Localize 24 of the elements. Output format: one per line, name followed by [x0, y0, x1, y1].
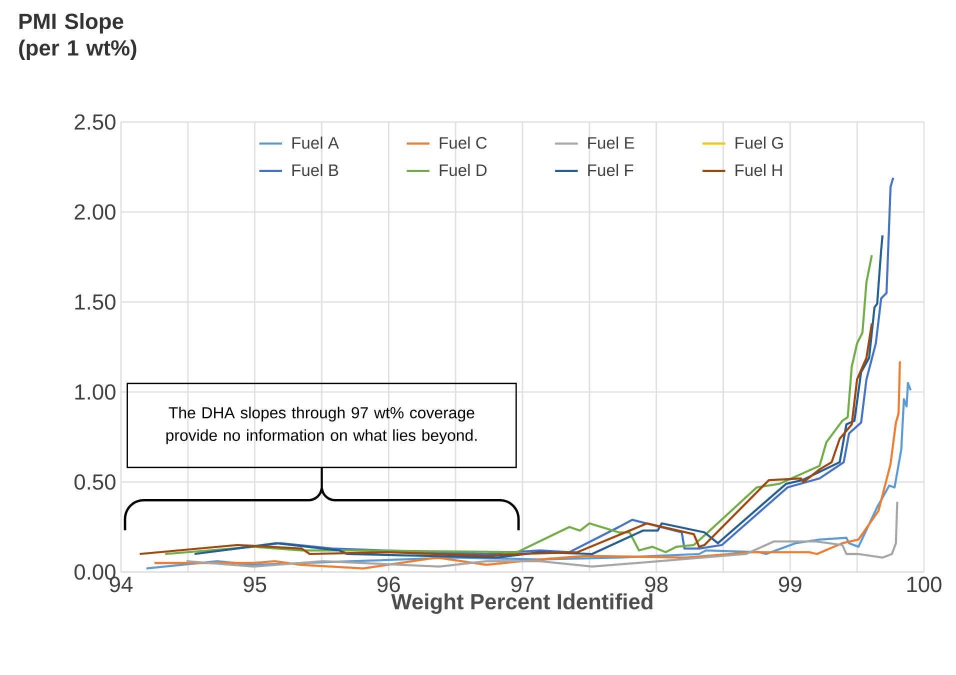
legend-label: Fuel E [588, 136, 634, 149]
legend-label: Fuel A [292, 136, 339, 149]
legend-label: Fuel H [736, 164, 782, 176]
legend-label: Fuel F [588, 164, 634, 176]
x-tick-label: 95 [244, 576, 266, 592]
y-tick-label: 2.00 [74, 204, 116, 220]
line-series [186, 500, 898, 568]
y-axis-title: PMI Slope (per 1 wt%) [19, 13, 136, 60]
legend-label: Fuel G [736, 136, 783, 149]
line-series [138, 322, 873, 557]
legend-label: Fuel D [440, 164, 487, 176]
legend-label: Fuel B [292, 164, 338, 176]
x-tick-label: 99 [779, 576, 802, 592]
y-tick-label: 2.50 [74, 114, 116, 130]
x-tick-label: 97 [511, 576, 534, 592]
x-tick-label: 98 [645, 576, 668, 592]
y-tick-label: 1.00 [75, 384, 116, 400]
y-tick-label: 1.50 [75, 294, 116, 310]
y-tick-label: 0.50 [74, 474, 116, 490]
x-axis-title: Weight Percent Identified [391, 593, 652, 614]
x-tick-label: 100 [907, 576, 942, 592]
x-tick-label: 96 [378, 576, 400, 592]
annotation: The DHA slopes through 97 wt% coverage provide no information on what lies beyond. [166, 406, 477, 444]
legend-label: Fuel C [440, 136, 487, 149]
